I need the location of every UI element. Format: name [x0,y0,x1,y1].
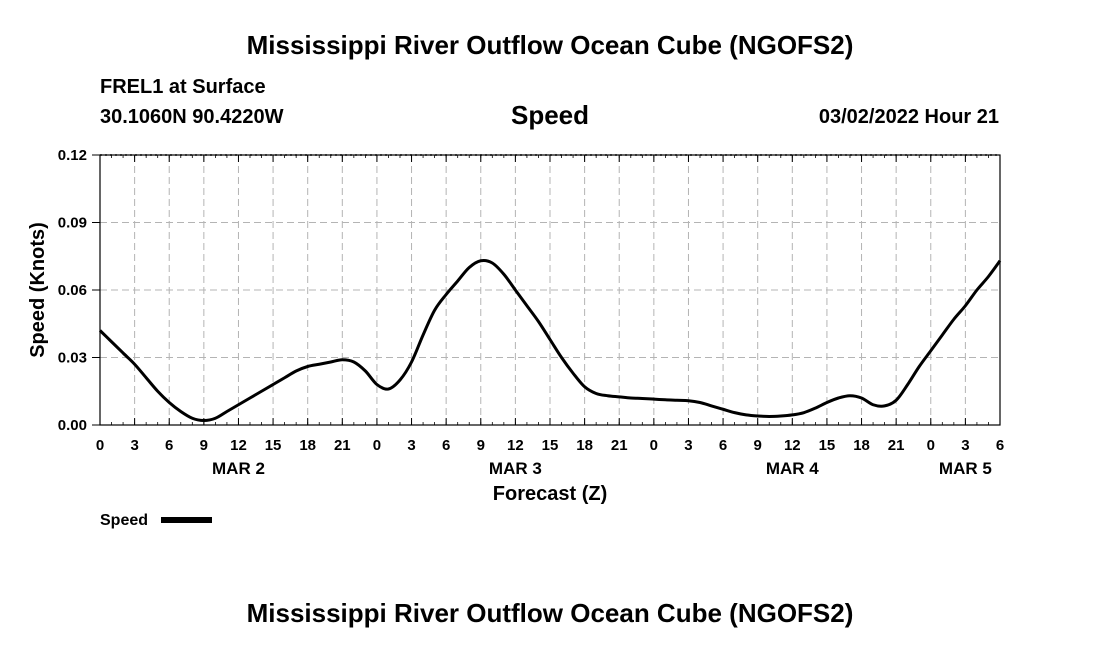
plot-frame [99,154,1001,426]
series-layer [98,258,1002,422]
station-coordinates: 30.1060N 90.4220W [100,106,284,128]
y-tick-label: 0.00 [58,417,87,434]
legend: Speed [100,512,212,529]
x-tick-label: 18 [299,437,316,454]
day-label: MAR 2 [212,459,265,478]
grid [100,154,1000,425]
x-tick-label: 18 [576,437,593,454]
y-tick-label: 0.06 [58,282,87,299]
x-tick-label: 9 [754,437,762,454]
day-label: MAR 3 [489,459,542,478]
x-tick-label: 15 [265,437,282,454]
forecast-timestamp: 03/02/2022 Hour 21 [818,106,999,128]
footer-title: Mississippi River Outflow Ocean Cube (NG… [246,598,854,628]
y-tick-label: 0.12 [58,147,87,164]
x-tick-label: 21 [611,437,628,454]
x-tick-label: 15 [542,437,559,454]
variable-title: Speed [510,100,590,130]
x-axis-label: Forecast (Z) [493,483,607,505]
y-axis-label: Speed (Knots) [27,222,49,358]
x-tick-label: 6 [996,437,1004,454]
x-tick-label: 6 [719,437,727,454]
x-tick-label: 9 [200,437,208,454]
day-label: MAR 5 [939,459,992,478]
x-tick-label: 0 [650,437,658,454]
series-line-speed [98,258,1002,422]
x-tick-label: 18 [853,437,870,454]
x-tick-label: 3 [130,437,138,454]
y-tick-label: 0.03 [58,350,87,367]
x-tick-label: 9 [477,437,485,454]
legend-label: Speed [100,512,148,529]
x-tick-label: 12 [507,437,524,454]
x-tick-label: 21 [334,437,351,454]
x-tick-label: 15 [819,437,836,454]
x-tick-label: 6 [165,437,173,454]
x-tick-label: 3 [684,437,692,454]
chart-title: Mississippi River Outflow Ocean Cube (NG… [246,30,854,60]
x-tick-label: 12 [784,437,801,454]
x-tick-label: 0 [927,437,935,454]
x-tick-label: 6 [442,437,450,454]
y-tick-label: 0.09 [58,215,87,232]
x-tick-label: 0 [96,437,104,454]
x-tick-label: 0 [373,437,381,454]
x-tick-label: 12 [230,437,247,454]
x-tick-label: 3 [407,437,415,454]
axis-labels: 0 3 6 9 12 15 18 21 0 3 6 9 12 15 18 21 0 3 6 9 12 15 18 21 0 3 6 0… [58,147,1004,478]
x-tick-label: 3 [961,437,969,454]
station-label: FREL1 at Surface [100,76,266,98]
x-tick-label: 21 [888,437,905,454]
day-label: MAR 4 [766,459,819,478]
